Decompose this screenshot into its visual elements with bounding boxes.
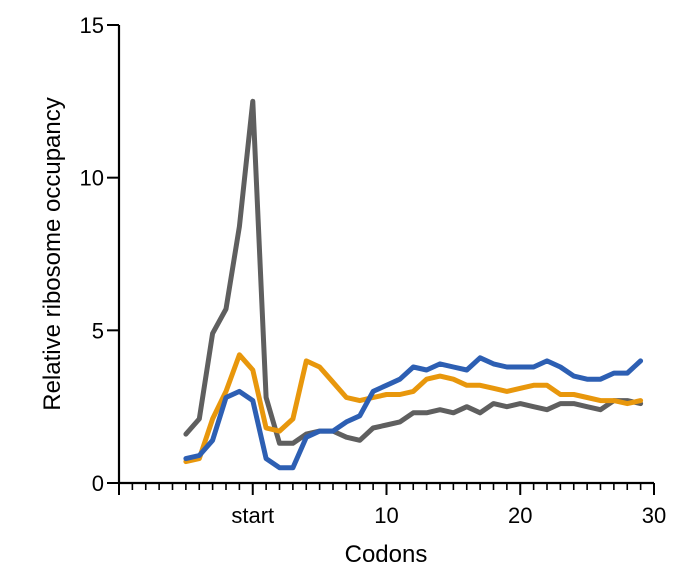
series-group	[183, 98, 644, 471]
axes: start 10 20 30 0 5 10 15	[80, 13, 667, 528]
y-tick-label: 15	[80, 13, 104, 38]
x-tick-label: 30	[642, 503, 666, 528]
x-axis-title: Codons	[345, 541, 428, 568]
y-tick-label: 0	[92, 471, 104, 496]
x-tick-label: start	[231, 503, 274, 528]
y-axis-title: Relative ribosome occupancy	[39, 97, 66, 411]
x-axis-ticks: start 10 20 30	[118, 483, 666, 528]
x-tick-label: 20	[508, 503, 532, 528]
y-tick-label: 10	[80, 166, 104, 191]
series-line-1	[183, 98, 644, 446]
y-axis-ticks: 0 5 10 15	[80, 13, 119, 496]
series-line-3	[183, 355, 644, 471]
y-tick-label: 5	[92, 318, 104, 343]
series-line-2	[183, 352, 644, 465]
x-tick-label: 10	[374, 503, 398, 528]
